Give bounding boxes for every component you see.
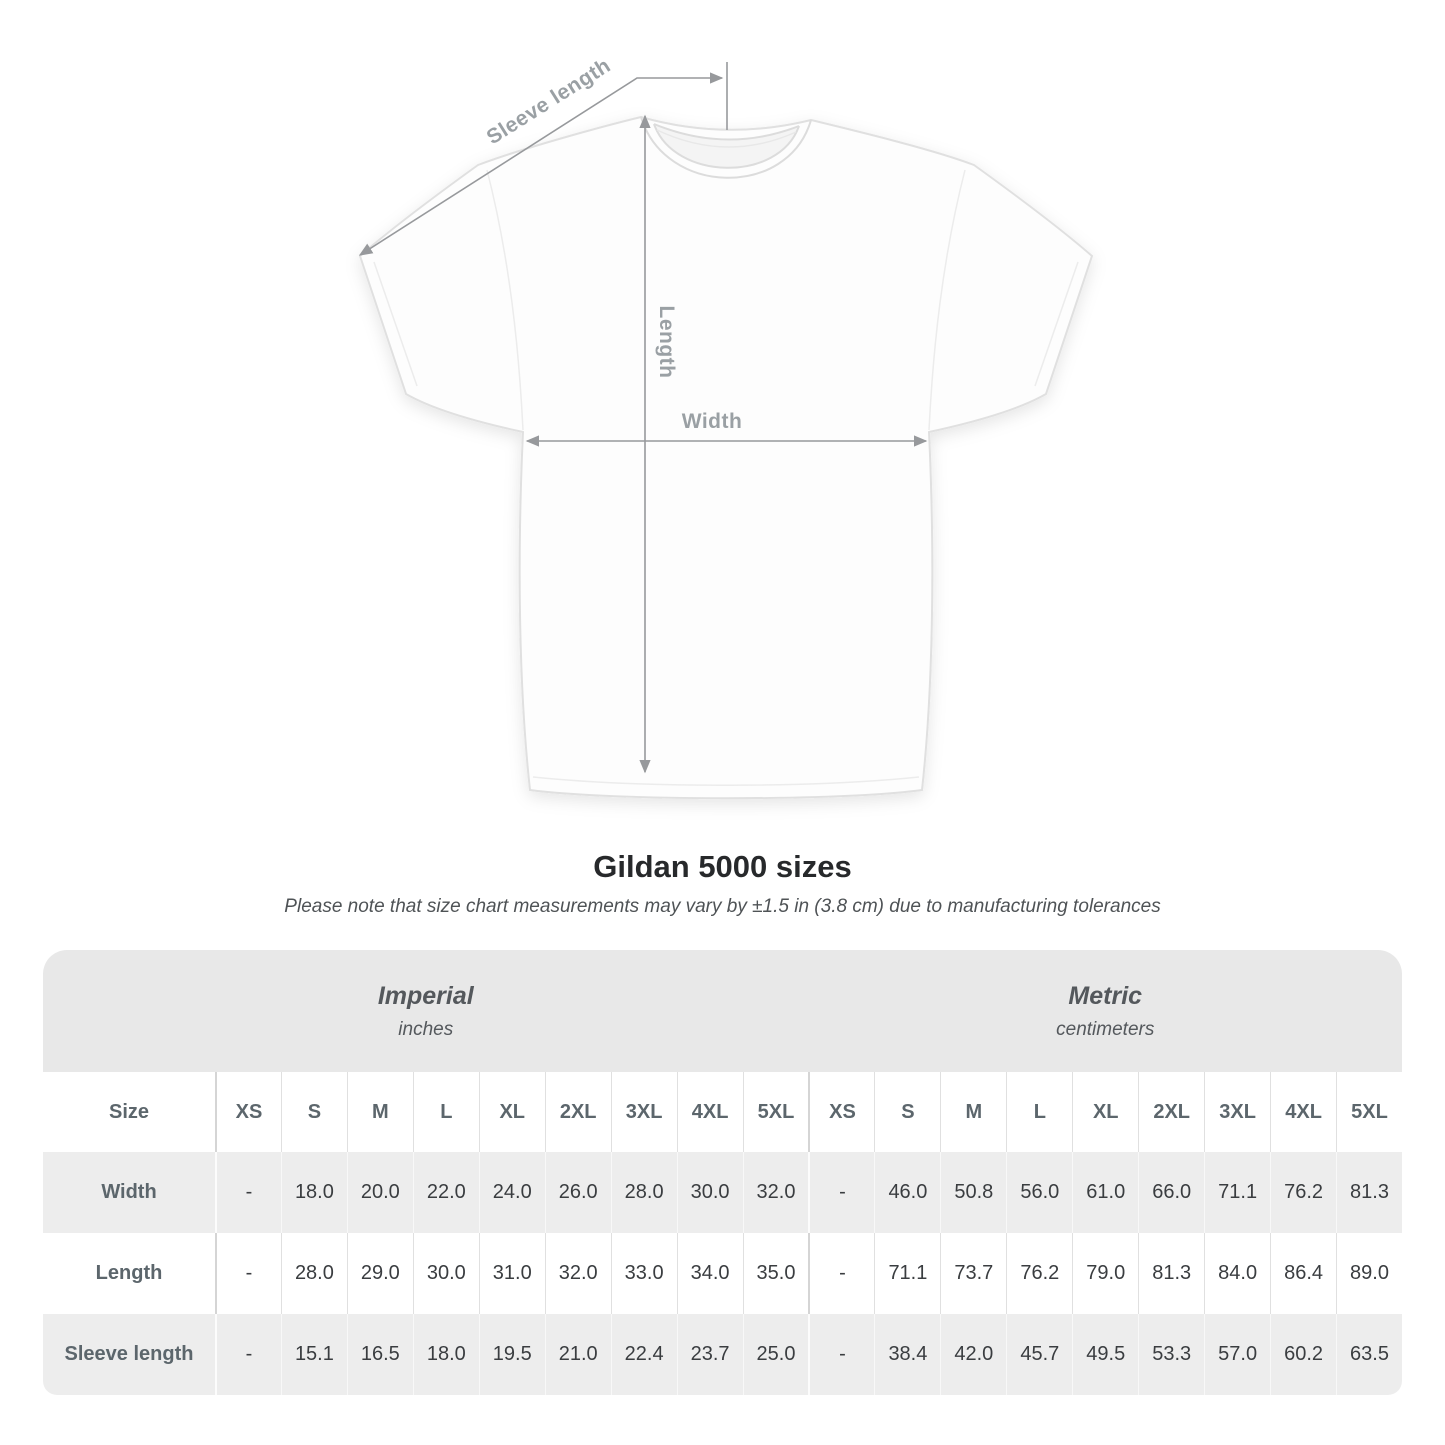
sleeve-length-arrow [358,72,724,256]
size-col-header: S [280,1072,347,1152]
imperial-header: Imperial inches [43,950,809,1072]
table-cell: 24.0 [478,1152,545,1233]
width-label: Width [681,410,743,433]
tolerance-note: Please note that size chart measurements… [284,896,1161,917]
table-cell: 81.3 [1138,1233,1204,1314]
size-col-header: M [940,1072,1006,1152]
metric-unit: centimeters [1056,1018,1155,1040]
size-col-header: XS [808,1072,874,1152]
table-cell: 19.5 [478,1314,545,1395]
tshirt-illustration [358,62,1094,800]
table-cell: 46.0 [874,1152,940,1233]
table-cell: 22.0 [412,1152,479,1233]
table-cell: 50.8 [940,1152,1006,1233]
table-cell: 61.0 [1072,1152,1138,1233]
table-cell: 26.0 [544,1152,611,1233]
size-header-row: Size XS S M L XL 2XL 3XL 4XL 5XL XS S M … [43,1072,1402,1152]
table-cell: 29.0 [346,1233,413,1314]
table-cell: 71.1 [874,1233,940,1314]
table-cell: 38.4 [874,1314,940,1395]
table-cell: 89.0 [1336,1233,1402,1314]
table-cell: 30.0 [676,1152,743,1233]
table-row-width: Width - 18.0 20.0 22.0 24.0 26.0 28.0 30… [43,1152,1402,1233]
unit-header-row: Imperial inches Metric centimeters [43,950,1402,1072]
size-col-header: 3XL [610,1072,677,1152]
table-cell: 73.7 [940,1233,1006,1314]
table-cell: 18.0 [412,1314,479,1395]
table-cell: 28.0 [610,1152,677,1233]
page-title: Gildan 5000 sizes [593,849,852,884]
table-cell: 66.0 [1138,1152,1204,1233]
table-cell: 86.4 [1270,1233,1336,1314]
table-cell: 71.1 [1204,1152,1270,1233]
size-col-header: L [1006,1072,1072,1152]
length-label: Length [655,305,678,379]
size-col-header: XS [215,1072,281,1152]
tshirt-measurement-diagram: Sleeve length Length Width [358,54,1094,800]
table-cell: 84.0 [1204,1233,1270,1314]
table-cell: - [215,1233,281,1314]
table-row-length: Length - 28.0 29.0 30.0 31.0 32.0 33.0 3… [43,1233,1402,1314]
table-cell: 32.0 [544,1233,611,1314]
table-cell: 18.0 [280,1152,347,1233]
row-label: Width [101,1181,157,1203]
table-cell: 56.0 [1006,1152,1072,1233]
size-col-header: 4XL [676,1072,743,1152]
size-header-label: Size [108,1100,150,1123]
size-col-header: L [412,1072,479,1152]
table-cell: 60.2 [1270,1314,1336,1395]
table-cell: 63.5 [1336,1314,1402,1395]
table-cell: 35.0 [742,1233,809,1314]
size-col-header: S [874,1072,940,1152]
table-cell: - [215,1314,281,1395]
size-col-header: XL [478,1072,545,1152]
table-cell: 57.0 [1204,1314,1270,1395]
table-cell: - [215,1152,281,1233]
size-col-header: 5XL [1336,1072,1402,1152]
table-cell: 49.5 [1072,1314,1138,1395]
size-col-header: 4XL [1270,1072,1336,1152]
table-row-sleeve-length: Sleeve length - 15.1 16.5 18.0 19.5 21.0… [43,1314,1402,1395]
table-cell: 76.2 [1270,1152,1336,1233]
size-col-header: 5XL [742,1072,809,1152]
table-cell: 20.0 [346,1152,413,1233]
table-cell: 23.7 [676,1314,743,1395]
metric-title: Metric [1068,981,1143,1010]
size-col-header: M [346,1072,413,1152]
table-cell: 25.0 [742,1314,809,1395]
table-cell: 45.7 [1006,1314,1072,1395]
table-cell: 81.3 [1336,1152,1402,1233]
size-col-header: 2XL [544,1072,611,1152]
table-cell: 31.0 [478,1233,545,1314]
table-cell: 32.0 [742,1152,809,1233]
imperial-title: Imperial [377,981,474,1010]
table-cell: 15.1 [280,1314,347,1395]
table-cell: 21.0 [544,1314,611,1395]
metric-header: Metric centimeters [809,950,1403,1072]
table-cell: 16.5 [346,1314,413,1395]
shirt-seams [373,169,1079,786]
table-cell: 22.4 [610,1314,677,1395]
imperial-unit: inches [398,1018,454,1040]
table-cell: - [808,1152,874,1233]
table-cell: - [808,1233,874,1314]
size-col-header: 2XL [1138,1072,1204,1152]
row-label: Length [95,1262,163,1284]
row-label: Sleeve length [64,1343,194,1365]
size-col-header: XL [1072,1072,1138,1152]
table-cell: 42.0 [940,1314,1006,1395]
table-cell: 76.2 [1006,1233,1072,1314]
table-cell: 79.0 [1072,1233,1138,1314]
measurement-lines [358,62,928,774]
size-chart-table: Imperial inches Metric centimeters Size … [43,950,1402,1395]
table-cell: 53.3 [1138,1314,1204,1395]
table-cell: - [808,1314,874,1395]
tshirt-body-shape [358,115,1094,800]
table-cell: 30.0 [412,1233,479,1314]
table-cell: 34.0 [676,1233,743,1314]
table-cell: 28.0 [280,1233,347,1314]
table-cell: 33.0 [610,1233,677,1314]
size-col-header: 3XL [1204,1072,1270,1152]
